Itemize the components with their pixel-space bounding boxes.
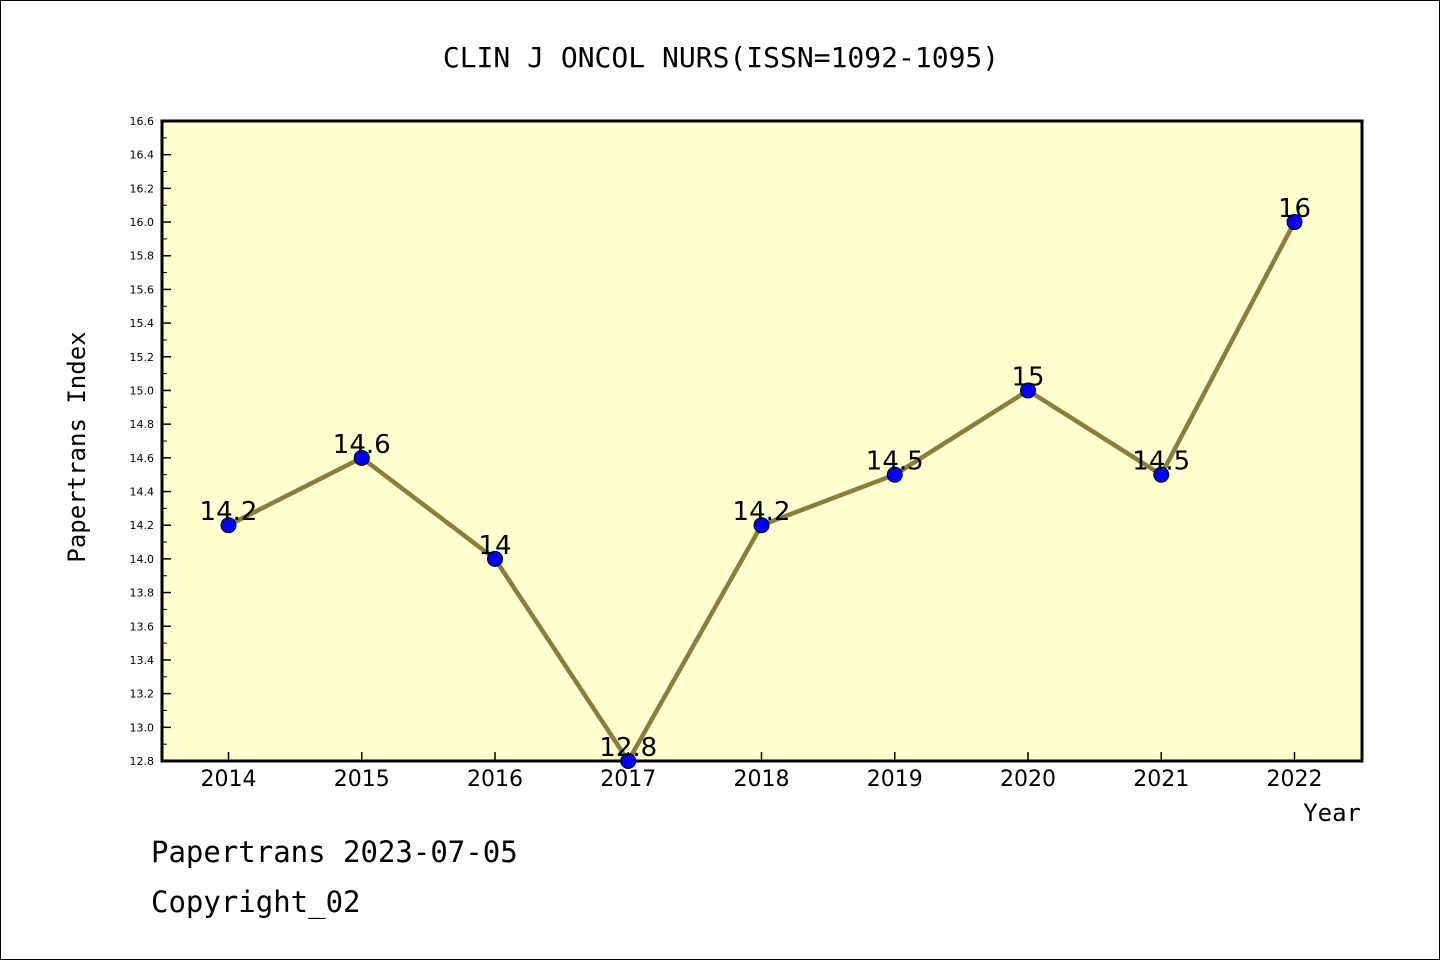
x-tick-label: 2016 (467, 767, 523, 792)
y-tick-label: 13.6 (130, 620, 155, 633)
data-point (886, 466, 903, 483)
data-markers (220, 214, 1303, 769)
y-axis: 12.8 13.0 13.2 13.4 13.6 13.8 14.0 14.2 14.4 14.6… (130, 115, 171, 768)
y-tick-label: 16.2 (130, 182, 155, 195)
y-tick-label: 14.4 (130, 486, 155, 499)
data-label: 15 (1011, 362, 1044, 392)
data-point (620, 753, 637, 769)
y-tick-label: 16.6 (130, 115, 155, 128)
data-label: 14.5 (1132, 447, 1190, 477)
data-label: 14.2 (200, 497, 258, 527)
x-tick-label: 2020 (1000, 767, 1056, 792)
data-point (487, 550, 503, 567)
y-tick-label: 13.2 (130, 688, 155, 701)
data-point (1153, 466, 1170, 483)
data-point (353, 449, 370, 466)
x-tick-label: 2014 (201, 767, 257, 792)
x-tick-label: 2017 (600, 767, 656, 792)
data-label: 16 (1278, 194, 1311, 224)
y-tick-label: 16.4 (130, 149, 155, 162)
data-label: 14.5 (866, 447, 924, 477)
x-axis-label: Year (1303, 799, 1361, 827)
data-label: 12.8 (599, 733, 657, 763)
y-tick-label: 13.0 (130, 721, 155, 734)
y-tick-label: 14.8 (130, 418, 155, 431)
data-labels: 14.2 14.6 14 12.8 14.2 14.5 15 14.5 16 (200, 194, 1311, 763)
data-label: 14.6 (333, 430, 391, 460)
y-axis-label: Papertrans Index (63, 331, 91, 562)
y-tick-label: 15.8 (130, 250, 155, 263)
y-tick-label: 16.0 (130, 216, 155, 229)
y-tick-label: 15.4 (130, 317, 155, 330)
y-tick-label: 14.6 (130, 452, 155, 465)
x-tick-label: 2022 (1267, 767, 1323, 792)
y-tick-label: 14.0 (130, 553, 155, 566)
x-tick-label: 2015 (334, 767, 390, 792)
data-point (220, 517, 237, 534)
data-label: 14 (478, 531, 511, 561)
data-label: 14.2 (733, 497, 791, 527)
chart-title: CLIN J ONCOL NURS(ISSN=1092-1095) (443, 41, 999, 74)
y-tick-label: 15.6 (130, 283, 155, 296)
footer-date: Papertrans 2023-07-05 (151, 835, 518, 869)
footer-copyright: Copyright_02 (151, 885, 361, 919)
data-point (1286, 214, 1303, 231)
data-point (753, 517, 770, 534)
x-tick-label: 2021 (1133, 767, 1189, 792)
y-tick-label: 15.2 (130, 351, 155, 364)
y-tick-label: 15.0 (130, 384, 155, 397)
y-tick-label: 13.4 (130, 654, 155, 667)
x-tick-label: 2018 (734, 767, 790, 792)
plot-area (160, 119, 1364, 763)
data-point (1020, 382, 1036, 399)
x-axis: 2014 2015 2016 2017 2018 2019 2020 2021 2022 (201, 752, 1323, 792)
y-tick-label: 13.8 (130, 587, 155, 600)
y-tick-label: 14.2 (130, 519, 155, 532)
y-tick-label: 12.8 (130, 755, 155, 768)
x-tick-label: 2019 (867, 767, 923, 792)
